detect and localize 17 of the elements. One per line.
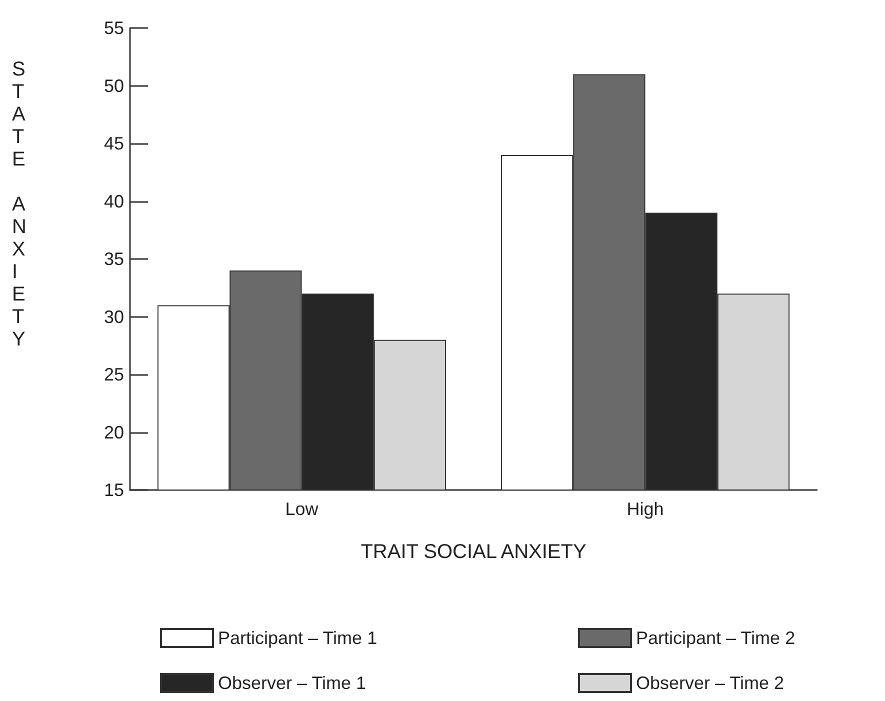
legend-label: Participant – Time 1 [218,628,378,648]
y-tick-label: 15 [104,480,124,500]
x-tick-label: Low [285,499,320,519]
y-tick-label: 40 [104,191,124,212]
legend-label: Observer – Time 2 [636,673,784,693]
legend-label: Participant – Time 2 [636,628,796,648]
x-axis-title: TRAIT SOCIAL ANXIETY [360,541,586,563]
text: STATE ANXIETY [12,58,26,350]
y-tick-label: 20 [104,422,124,442]
y-tick-label: 50 [104,76,124,96]
y-tick-label: 30 [104,306,124,327]
legend-label: Observer – Time 1 [218,673,366,693]
x-tick-label: High [626,499,664,519]
y-tick-label: 35 [104,249,124,269]
y-tick-label: 55 [104,18,124,38]
y-tick-label: 45 [104,134,124,154]
y-tick-label: 25 [104,364,124,384]
